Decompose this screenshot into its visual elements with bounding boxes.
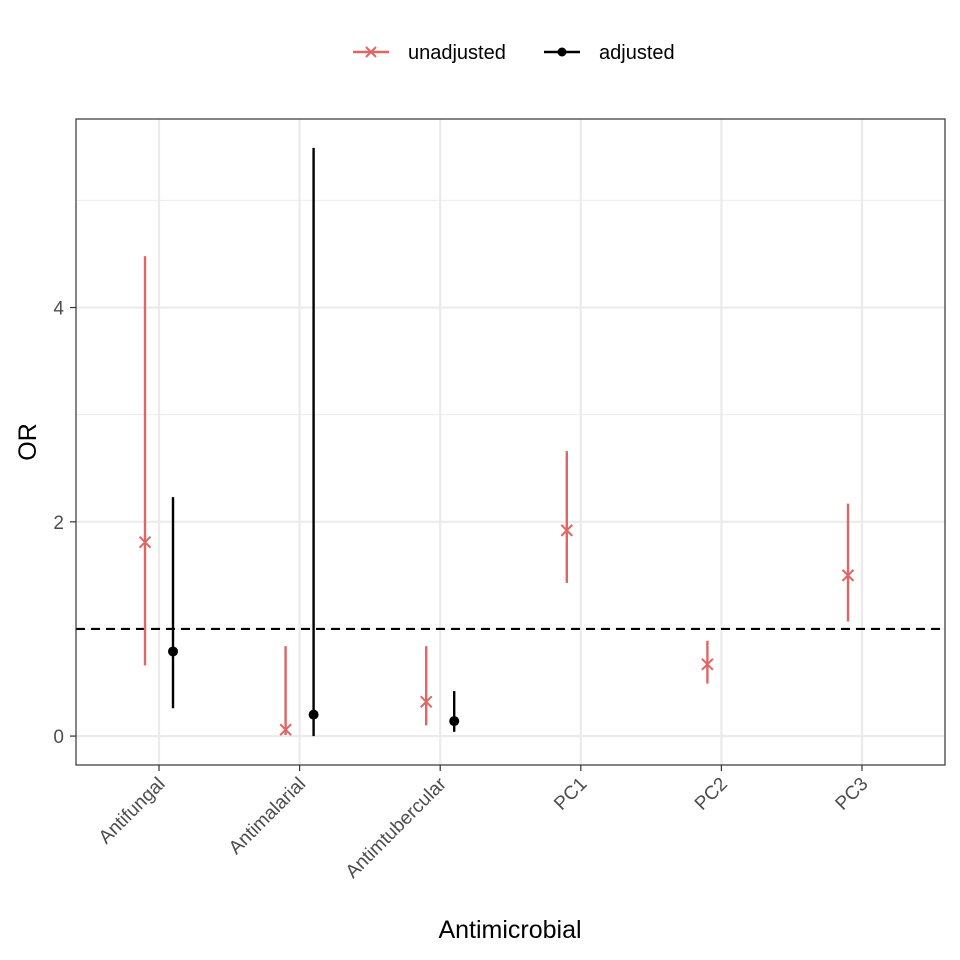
point-adjusted-antifungal bbox=[168, 646, 178, 657]
legend-label-unadjusted: unadjusted bbox=[408, 42, 506, 64]
point-unadjusted-antimalarial bbox=[279, 723, 292, 736]
x-tick-label-antimtubercular: Antimtubercular bbox=[342, 773, 451, 882]
x-tick-label-antimalarial: Antimalarial bbox=[225, 774, 310, 859]
x-tick-label-antifungal: Antifungal bbox=[95, 774, 170, 849]
series-unadjusted bbox=[138, 256, 855, 736]
point-adjusted-antimtubercular bbox=[449, 716, 460, 727]
grid bbox=[76, 119, 945, 765]
point-adjusted-antimalarial bbox=[308, 709, 319, 720]
point-unadjusted-pc1 bbox=[560, 524, 574, 537]
x-tick-label-pc3: PC3 bbox=[832, 774, 873, 815]
x-tick-label-pc1: PC1 bbox=[550, 774, 591, 815]
y-axis: 0 2 4 bbox=[53, 299, 76, 748]
plot-panel-border bbox=[75, 118, 946, 766]
x-tick-label-pc2: PC2 bbox=[691, 774, 732, 815]
point-unadjusted-pc3 bbox=[841, 569, 855, 582]
y-axis-title: OR bbox=[14, 423, 42, 461]
y-tick-label: 0 bbox=[53, 727, 64, 748]
legend-label-adjusted: adjusted bbox=[599, 42, 675, 64]
x-axis: Antifungal Antimalarial Antimtubercular PC1… bbox=[95, 765, 873, 883]
series-layer bbox=[138, 147, 855, 737]
legend: unadjusted adjusted bbox=[353, 42, 675, 64]
point-unadjusted-antifungal bbox=[138, 535, 152, 549]
series-adjusted bbox=[168, 147, 460, 737]
y-tick-label: 4 bbox=[53, 299, 64, 320]
x-axis-title: Antimicrobial bbox=[438, 916, 581, 944]
legend-item-adjusted: adjusted bbox=[544, 42, 675, 64]
y-tick-label: 2 bbox=[53, 513, 64, 534]
point-unadjusted-antimtubercular bbox=[419, 695, 433, 709]
legend-item-unadjusted: unadjusted bbox=[353, 42, 506, 64]
point-unadjusted-pc2 bbox=[701, 658, 714, 671]
